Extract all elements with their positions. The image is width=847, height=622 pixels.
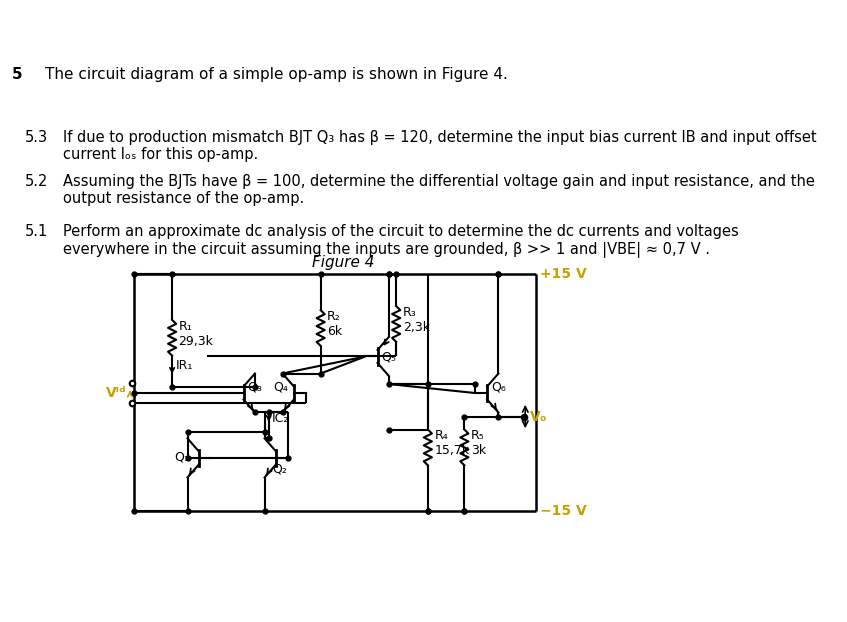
Text: 5.2: 5.2 (25, 174, 47, 189)
Text: Q₁: Q₁ (174, 450, 190, 463)
Text: 5.3: 5.3 (25, 130, 47, 145)
Text: Q₂: Q₂ (272, 463, 287, 476)
Text: Q₄: Q₄ (273, 381, 288, 394)
Text: 5: 5 (12, 67, 23, 83)
Text: Figure 4: Figure 4 (313, 255, 374, 270)
Text: IR₁: IR₁ (175, 360, 193, 373)
Text: R₁
29,3k: R₁ 29,3k (179, 320, 213, 348)
Text: R₂
6k: R₂ 6k (327, 310, 342, 338)
Text: IC₂: IC₂ (272, 412, 290, 425)
Text: Q₃: Q₃ (246, 381, 262, 394)
Text: Vᴵᵈ: Vᴵᵈ (106, 386, 126, 400)
Text: R₄
15,7k: R₄ 15,7k (435, 429, 469, 457)
Text: If due to production mismatch BJT Q₃ has β = 120, determine the input bias curre: If due to production mismatch BJT Q₃ has… (64, 130, 817, 162)
Text: Q₅: Q₅ (381, 351, 396, 363)
Text: Perform an approximate dc analysis of the circuit to determine the dc currents a: Perform an approximate dc analysis of th… (64, 224, 739, 258)
Text: R₅
3k: R₅ 3k (471, 429, 486, 457)
Text: R₃
2,3k: R₃ 2,3k (402, 306, 429, 334)
Text: −15 V: −15 V (540, 504, 587, 518)
Text: The circuit diagram of a simple op-amp is shown in Figure 4.: The circuit diagram of a simple op-amp i… (45, 67, 507, 83)
Text: Vₒ: Vₒ (530, 409, 548, 424)
Text: +15 V: +15 V (540, 267, 587, 281)
Text: Q₆: Q₆ (491, 381, 506, 394)
Text: Assuming the BJTs have β = 100, determine the differential voltage gain and inpu: Assuming the BJTs have β = 100, determin… (64, 174, 815, 207)
Text: 5.1: 5.1 (25, 224, 47, 239)
